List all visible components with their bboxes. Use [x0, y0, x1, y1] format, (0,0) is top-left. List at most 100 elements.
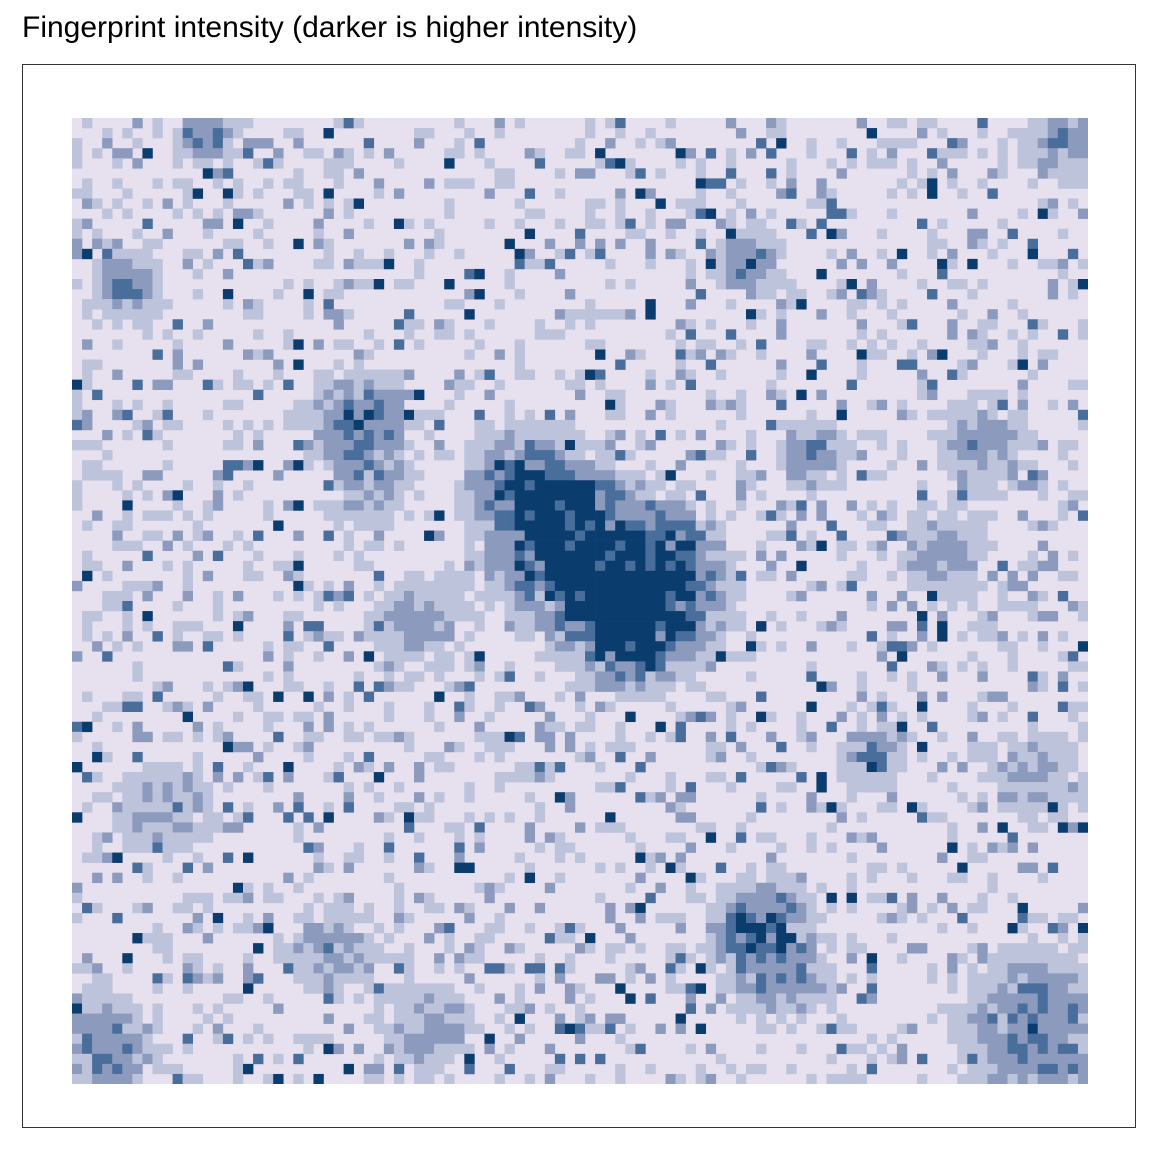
heatmap-cell	[424, 983, 435, 994]
heatmap-cell	[1047, 772, 1059, 783]
heatmap-cell	[1027, 329, 1038, 340]
heatmap-cell	[363, 762, 375, 773]
heatmap-cell	[152, 1043, 163, 1055]
heatmap-cell	[836, 289, 847, 300]
heatmap-cell	[615, 520, 626, 531]
heatmap-cell	[685, 601, 696, 612]
heatmap-cell	[293, 440, 304, 451]
heatmap-cell	[595, 782, 606, 793]
heatmap-cell	[846, 570, 857, 582]
heatmap-cell	[927, 349, 938, 360]
heatmap-cell	[786, 279, 797, 290]
heatmap-cell	[1067, 148, 1079, 159]
heatmap-cell	[585, 621, 596, 632]
heatmap-cell	[896, 721, 908, 733]
heatmap-cell	[745, 440, 757, 451]
heatmap-cell	[454, 1043, 465, 1055]
heatmap-cell	[685, 530, 696, 541]
heatmap-cell	[424, 892, 435, 904]
heatmap-cell	[182, 832, 194, 843]
heatmap-cell	[645, 661, 656, 672]
heatmap-cell	[896, 711, 908, 723]
heatmap-cell	[102, 1063, 113, 1075]
heatmap-cell	[554, 621, 566, 632]
heatmap-cell	[635, 530, 646, 541]
heatmap-cell	[1037, 258, 1049, 270]
heatmap-cell	[1007, 762, 1018, 773]
heatmap-cell	[162, 490, 173, 501]
heatmap-cell	[796, 711, 807, 723]
heatmap-cell	[1027, 933, 1038, 944]
heatmap-cell	[745, 923, 757, 934]
heatmap-cell	[343, 731, 354, 743]
heatmap-cell	[675, 248, 686, 260]
heatmap-cell	[574, 923, 586, 934]
heatmap-cell	[625, 1023, 636, 1034]
heatmap-cell	[675, 832, 686, 843]
heatmap-cell	[303, 963, 314, 974]
heatmap-cell	[293, 953, 304, 964]
heatmap-cell	[414, 128, 425, 139]
heatmap-cell	[444, 1053, 455, 1065]
heatmap-cell	[1057, 772, 1069, 783]
heatmap-cell	[635, 762, 646, 773]
heatmap-cell	[383, 399, 395, 411]
heatmap-cell	[504, 480, 515, 491]
heatmap-cell	[927, 560, 938, 572]
heatmap-cell	[776, 329, 787, 340]
heatmap-cell	[967, 923, 978, 934]
heatmap-cell	[363, 963, 375, 974]
heatmap-cell	[977, 802, 988, 813]
heatmap-cell	[675, 550, 686, 562]
heatmap-cell	[102, 570, 113, 582]
heatmap-cell	[756, 510, 767, 521]
heatmap-cell	[474, 480, 485, 491]
heatmap-cell	[253, 701, 264, 712]
heatmap-cell	[132, 822, 143, 833]
heatmap-cell	[756, 570, 767, 582]
heatmap-cell	[796, 480, 807, 491]
heatmap-cell	[303, 1043, 314, 1055]
heatmap-cell	[916, 279, 928, 290]
heatmap-cell	[202, 228, 214, 240]
heatmap-cell	[122, 258, 133, 270]
heatmap-cell	[393, 681, 405, 692]
heatmap-cell	[182, 963, 194, 974]
heatmap-cell	[585, 751, 596, 763]
heatmap-cell	[916, 611, 928, 622]
heatmap-cell	[1047, 731, 1059, 743]
heatmap-cell	[373, 520, 385, 531]
heatmap-cell	[132, 279, 143, 290]
heatmap-cell	[715, 751, 727, 763]
heatmap-cell	[303, 580, 314, 592]
heatmap-cell	[92, 842, 103, 853]
heatmap-cell	[414, 993, 425, 1004]
heatmap-cell	[886, 118, 898, 129]
heatmap-cell	[474, 953, 485, 964]
heatmap-cell	[725, 510, 737, 521]
heatmap-cell	[92, 852, 103, 863]
heatmap-cell	[947, 168, 958, 179]
heatmap-cell	[826, 1023, 837, 1034]
heatmap-cell	[323, 450, 334, 461]
heatmap-cell	[122, 590, 133, 602]
heatmap-cell	[816, 993, 827, 1004]
heatmap-cell	[937, 148, 948, 159]
heatmap-cell	[232, 460, 244, 471]
heatmap-cell	[524, 530, 536, 541]
heatmap-cell	[1057, 118, 1069, 129]
heatmap-cell	[383, 953, 395, 964]
heatmap-cell	[192, 832, 204, 843]
heatmap-cell	[323, 923, 334, 934]
heatmap-cell	[444, 198, 455, 209]
heatmap-cell	[1017, 419, 1028, 431]
heatmap-cell	[645, 218, 656, 229]
heatmap-cell	[554, 852, 566, 863]
heatmap-cell	[846, 440, 857, 451]
heatmap-cell	[102, 590, 113, 602]
heatmap-cell	[393, 419, 405, 431]
heatmap-cell	[424, 1053, 435, 1065]
heatmap-cell	[273, 691, 284, 702]
heatmap-cell	[504, 500, 515, 511]
heatmap-cell	[937, 409, 948, 421]
